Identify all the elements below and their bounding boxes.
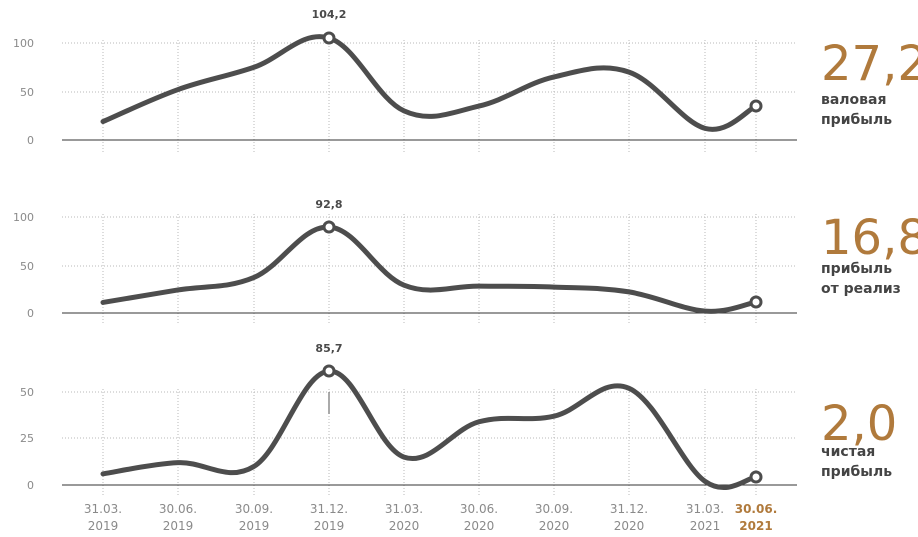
x-tick-label-date: 31.03.: [84, 502, 122, 516]
latest-value: 16,8: [821, 210, 918, 266]
peak-marker: [322, 220, 336, 234]
latest-marker: [749, 99, 763, 113]
y-tick-label: 100: [13, 211, 34, 224]
latest-marker: [749, 470, 763, 484]
series-line: [100, 34, 759, 132]
y-tick-label: 50: [20, 386, 34, 399]
x-tick-label-date: 31.03.: [686, 502, 724, 516]
x-tick-label-date: 31.12.: [610, 502, 648, 516]
peak-value-label: 92,8: [315, 198, 342, 211]
x-tick-label-year: 2020: [464, 519, 495, 533]
x-tick-label-date: 30.06.: [735, 502, 778, 516]
x-tick-label-year: 2019: [239, 519, 270, 533]
x-tick-label-year: 2019: [314, 519, 345, 533]
metric-label-line-1: валовая: [821, 92, 886, 108]
x-tick-label-date: 31.12.: [310, 502, 348, 516]
y-tick-label: 50: [20, 86, 34, 99]
y-tick-label: 0: [27, 479, 34, 492]
peak-value-label: 104,2: [312, 8, 347, 21]
peak-marker: [322, 31, 336, 45]
x-tick-label-date: 30.06.: [159, 502, 197, 516]
peak-marker: [322, 364, 336, 378]
metric-label-line-2: прибыль: [821, 112, 892, 128]
x-tick-label-year: 2020: [389, 519, 420, 533]
series-line: [100, 224, 759, 314]
x-tick-label-year: 2020: [614, 519, 645, 533]
latest-value: 2,0: [821, 396, 897, 452]
x-tick-label-year: 2019: [88, 519, 119, 533]
latest-marker: [749, 295, 763, 309]
y-tick-label: 0: [27, 307, 34, 320]
y-tick-label: 100: [13, 37, 34, 50]
metric-label-line-2: от реализ: [821, 281, 901, 297]
series-line: [100, 368, 759, 490]
peak-value-label: 85,7: [315, 342, 342, 355]
latest-value: 27,2: [821, 36, 918, 92]
y-tick-label: 50: [20, 260, 34, 273]
x-tick-label-year: 2020: [539, 519, 570, 533]
y-tick-label: 25: [20, 432, 34, 445]
x-tick-label-date: 30.09.: [235, 502, 273, 516]
x-tick-label-date: 30.06.: [460, 502, 498, 516]
x-tick-label-year: 2019: [163, 519, 194, 533]
metric-label-line-1: прибыль: [821, 261, 892, 277]
metric-label-line-2: прибыль: [821, 464, 892, 480]
y-tick-label: 0: [27, 134, 34, 147]
x-tick-label-year: 2021: [739, 519, 772, 533]
x-tick-label-date: 31.03.: [385, 502, 423, 516]
metric-label-line-1: чистая: [821, 444, 875, 460]
x-tick-label-date: 30.09.: [535, 502, 573, 516]
x-tick-label-year: 2021: [690, 519, 721, 533]
